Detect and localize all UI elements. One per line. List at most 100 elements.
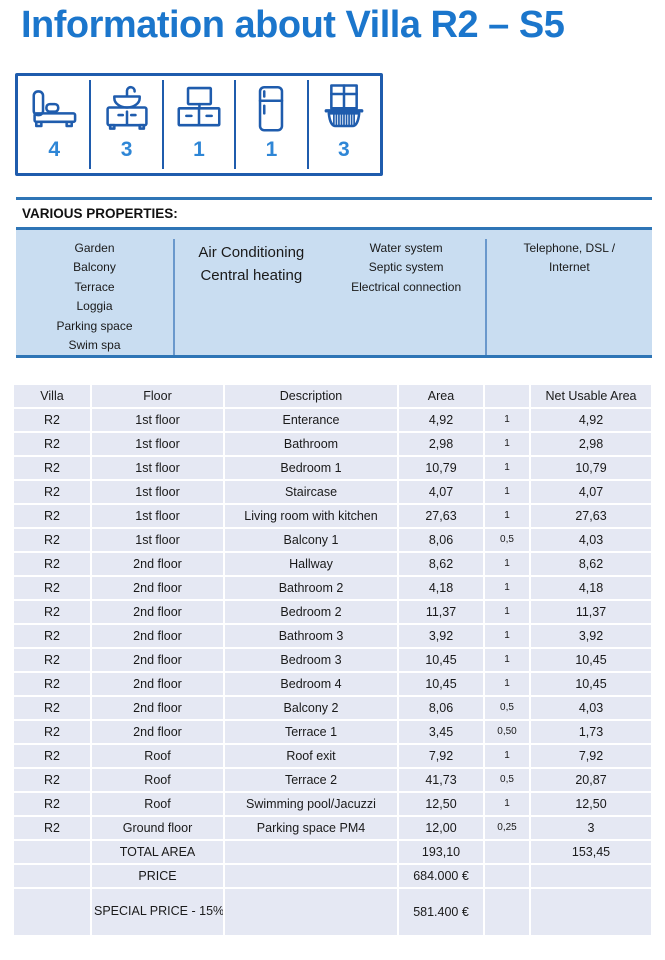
table-cell: 3,45 — [399, 720, 483, 743]
column-header-coefficient — [485, 384, 529, 407]
property-item: Loggia — [76, 299, 113, 314]
table-cell: 1 — [485, 672, 529, 695]
table-cell: 10,45 — [531, 672, 651, 695]
table-cell: 10,79 — [531, 456, 651, 479]
table-cell: 4,07 — [399, 480, 483, 503]
table-cell: 1 — [485, 792, 529, 815]
table-cell: R2 — [14, 552, 90, 575]
price-row: PRICE 684.000 € — [14, 864, 651, 887]
table-cell: 1st floor — [92, 456, 223, 479]
table-cell: 4,03 — [531, 696, 651, 719]
table-cell: 3,92 — [531, 624, 651, 647]
washbasin-icon — [105, 85, 148, 130]
table-cell-empty — [225, 864, 397, 887]
table-cell: 20,87 — [531, 768, 651, 791]
table-cell: 2nd floor — [92, 648, 223, 671]
table-cell: Swimming pool/Jacuzzi — [225, 792, 397, 815]
price-label: PRICE — [92, 864, 223, 887]
table-cell: R2 — [14, 672, 90, 695]
table-cell: R2 — [14, 624, 90, 647]
table-cell: R2 — [14, 408, 90, 431]
table-row: R2 2nd floor Hallway 8,62 1 8,62 — [14, 552, 651, 575]
table-cell: Roof exit — [225, 744, 397, 767]
property-item: Air Conditioning — [198, 243, 305, 261]
table-cell: 12,50 — [399, 792, 483, 815]
properties-table: Garden Balcony Terrace Loggia Parking sp… — [16, 226, 652, 358]
table-cell: Roof — [92, 768, 223, 791]
table-cell: 4,18 — [399, 576, 483, 599]
table-cell: R2 — [14, 456, 90, 479]
table-cell: 4,18 — [531, 576, 651, 599]
table-cell: 1st floor — [92, 432, 223, 455]
table-cell: Terrace 2 — [225, 768, 397, 791]
amenity-living-room: 1 — [163, 76, 237, 173]
table-cell: 4,92 — [399, 408, 483, 431]
table-cell: 27,63 — [399, 504, 483, 527]
table-row: R2 1st floor Bathroom 2,98 1 2,98 — [14, 432, 651, 455]
table-cell: R2 — [14, 432, 90, 455]
table-cell: R2 — [14, 696, 90, 719]
page-title: Information about Villa R2 – S5 — [21, 4, 565, 46]
table-cell: 2nd floor — [92, 672, 223, 695]
table-cell-empty — [14, 840, 90, 863]
table-cell: 41,73 — [399, 768, 483, 791]
table-cell: Bathroom 2 — [225, 576, 397, 599]
table-row: R2 1st floor Bedroom 1 10,79 1 10,79 — [14, 456, 651, 479]
table-cell: 1st floor — [92, 504, 223, 527]
table-cell: Staircase — [225, 480, 397, 503]
table-cell-empty — [225, 888, 397, 935]
area-table: Villa Floor Description Area Net Usable … — [12, 383, 653, 937]
table-row: R2 2nd floor Bedroom 4 10,45 1 10,45 — [14, 672, 651, 695]
table-cell: R2 — [14, 528, 90, 551]
table-cell: 12,00 — [399, 816, 483, 839]
property-item: Parking space — [56, 318, 133, 333]
table-cell: Bedroom 2 — [225, 600, 397, 623]
table-cell: 2nd floor — [92, 624, 223, 647]
table-cell: 0,5 — [485, 696, 529, 719]
amenity-balconies: 3 — [308, 76, 380, 173]
bed-icon — [32, 89, 77, 127]
total-area-value: 193,10 — [399, 840, 483, 863]
special-price-label: SPECIAL PRICE - 15% — [92, 888, 223, 935]
table-cell: 10,45 — [399, 672, 483, 695]
table-cell: 8,62 — [531, 552, 651, 575]
amenity-count: 1 — [265, 137, 278, 161]
table-row: R2 1st floor Staircase 4,07 1 4,07 — [14, 480, 651, 503]
table-cell: 1,73 — [531, 720, 651, 743]
table-cell: 11,37 — [399, 600, 483, 623]
table-cell-empty — [485, 840, 529, 863]
table-cell: Roof — [92, 792, 223, 815]
amenity-count: 3 — [337, 137, 350, 161]
table-cell: 1st floor — [92, 528, 223, 551]
table-cell: 10,79 — [399, 456, 483, 479]
table-row: R2 2nd floor Terrace 1 3,45 0,50 1,73 — [14, 720, 651, 743]
table-cell: 1 — [485, 624, 529, 647]
properties-col-telecom: Telephone, DSL / Internet — [487, 239, 652, 355]
property-item: Garden — [74, 240, 115, 255]
table-row: R2 2nd floor Balcony 2 8,06 0,5 4,03 — [14, 696, 651, 719]
table-cell: 3 — [531, 816, 651, 839]
table-cell: 1st floor — [92, 480, 223, 503]
table-cell: R2 — [14, 504, 90, 527]
table-cell: Bathroom — [225, 432, 397, 455]
properties-heading: VARIOUS PROPERTIES: — [22, 205, 178, 221]
property-item: Swim spa — [68, 338, 121, 353]
table-cell: 7,92 — [399, 744, 483, 767]
table-cell: 1 — [485, 456, 529, 479]
properties-col-climate: Air Conditioning Central heating — [175, 239, 328, 355]
total-net-area-value: 153,45 — [531, 840, 651, 863]
balcony-icon — [324, 83, 364, 127]
amenity-beds: 4 — [18, 76, 92, 173]
table-row: R2 1st floor Enterance 4,92 1 4,92 — [14, 408, 651, 431]
table-cell-empty — [225, 840, 397, 863]
table-cell: Ground floor — [92, 816, 223, 839]
column-header-floor: Floor — [92, 384, 223, 407]
table-cell: R2 — [14, 720, 90, 743]
table-row: R2 2nd floor Bathroom 3 3,92 1 3,92 — [14, 624, 651, 647]
table-row: R2 2nd floor Bedroom 2 11,37 1 11,37 — [14, 600, 651, 623]
table-cell: R2 — [14, 576, 90, 599]
table-cell-empty — [531, 864, 651, 887]
table-header-row: Villa Floor Description Area Net Usable … — [14, 384, 651, 407]
table-cell: 4,07 — [531, 480, 651, 503]
table-cell: 3,92 — [399, 624, 483, 647]
